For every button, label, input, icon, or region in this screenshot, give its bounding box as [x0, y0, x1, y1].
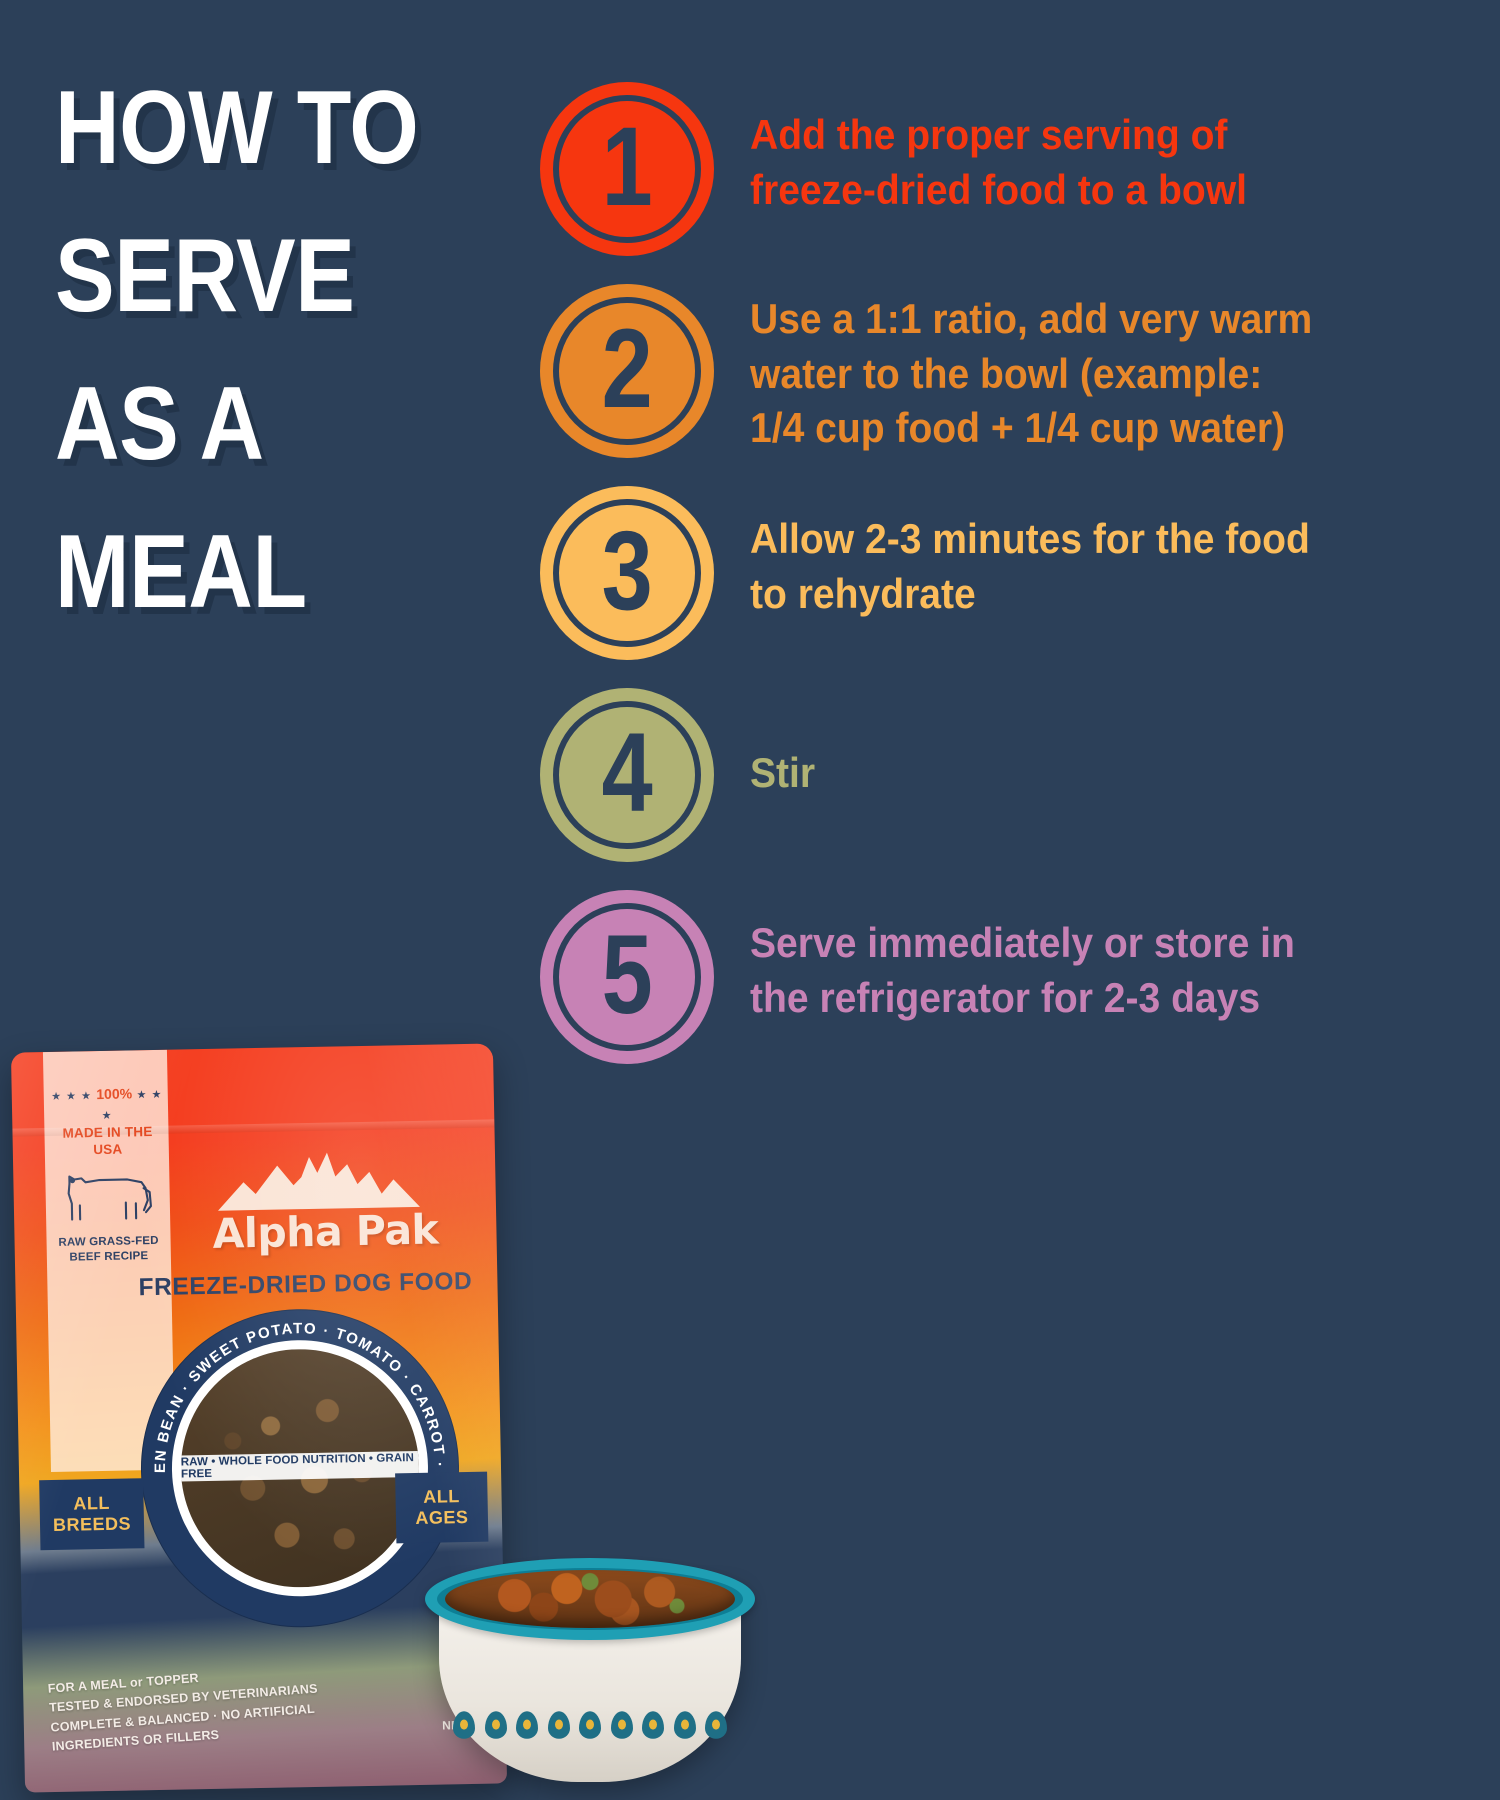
step-number-4: 4: [601, 710, 653, 835]
product-photo: ★ ★ ★ 100% ★ ★ ★ MADE IN THE USA: [0, 990, 830, 1800]
window-band-text: RAW • WHOLE FOOD NUTRITION • GRAIN FREE: [180, 1450, 420, 1482]
step-text-3: Allow 2-3 minutes for the food to rehydr…: [750, 515, 1310, 617]
step-item-1: 1 Add the proper serving of freeze-dried…: [540, 82, 1360, 256]
title-line-2: SERVE: [55, 217, 355, 334]
step-badge-2: 2: [540, 284, 714, 458]
tab-all-ages: ALL AGES: [395, 1471, 489, 1544]
usa-percent: 100%: [96, 1085, 133, 1103]
step-badge-4: 4: [540, 688, 714, 862]
step-text-1: Add the proper serving of freeze-dried f…: [750, 111, 1247, 213]
step-number-3: 3: [601, 508, 653, 633]
product-bag: ★ ★ ★ 100% ★ ★ ★ MADE IN THE USA: [10, 1043, 508, 1793]
page-title: HOW TO SERVE AS A MEAL: [55, 70, 505, 630]
step-badge-1: 1: [540, 82, 714, 256]
step-text-4: Stir: [750, 749, 816, 796]
step-number-2: 2: [601, 306, 653, 431]
recipe-label: RAW GRASS-FED BEEF RECIPE: [58, 1234, 159, 1264]
bowl-motif: [673, 1711, 696, 1739]
title-line-3: AS A: [55, 365, 264, 482]
bowl-motif: [547, 1711, 570, 1739]
cow-icon: [55, 1162, 162, 1226]
made-in-usa-badge: ★ ★ ★ 100% ★ ★ ★ MADE IN THE USA: [48, 1084, 167, 1160]
step-item-5: 5 Serve immediately or store in the refr…: [540, 890, 1360, 1064]
rehydrated-food: [445, 1570, 735, 1628]
bowl-motif: [484, 1711, 507, 1739]
step-badge-5: 5: [540, 890, 714, 1064]
stars-left-icon: ★ ★ ★: [51, 1090, 92, 1103]
brand-logo: Alpha Pak: [181, 1148, 469, 1258]
step-item-3: 3 Allow 2-3 minutes for the food to rehy…: [540, 486, 1360, 660]
bowl-motif: [516, 1711, 538, 1739]
step-text-5: Serve immediately or store in the refrig…: [750, 919, 1295, 1021]
steps-list: 1 Add the proper serving of freeze-dried…: [540, 82, 1360, 1092]
step-item-4: 4 Stir: [540, 688, 1360, 862]
step-item-2: 2 Use a 1:1 ratio, add very warm water t…: [540, 284, 1360, 458]
bowl-motif: [705, 1711, 727, 1739]
step-number-1: 1: [601, 104, 653, 229]
step-text-2: Use a 1:1 ratio, add very warm water to …: [750, 295, 1313, 452]
bowl-motif: [610, 1711, 633, 1739]
mountain-wolf-icon: [218, 1152, 420, 1211]
bowl-pattern: [447, 1704, 733, 1746]
bowl-motif: [579, 1711, 601, 1739]
step-badge-3: 3: [540, 486, 714, 660]
tab-all-breeds: ALL BREEDS: [39, 1478, 145, 1551]
brand-name: Alpha Pak: [212, 1205, 439, 1258]
usa-made-label: MADE IN THE USA: [62, 1123, 153, 1158]
title-line-4: MEAL: [55, 513, 307, 630]
title-line-1: HOW TO: [55, 70, 419, 186]
bowl-motif: [453, 1711, 475, 1739]
step-number-5: 5: [601, 912, 653, 1037]
bowl-motif: [642, 1711, 664, 1739]
ingredient-badge: GRASS-FED BEEF · GREEN BEAN · SWEET POTA…: [137, 1306, 462, 1631]
bag-footer-claims: FOR A MEAL or TOPPER TESTED & ENDORSED B…: [47, 1670, 319, 1754]
product-subtitle: FREEZE-DRIED DOG FOOD: [138, 1267, 473, 1302]
dog-bowl: [425, 1542, 755, 1792]
